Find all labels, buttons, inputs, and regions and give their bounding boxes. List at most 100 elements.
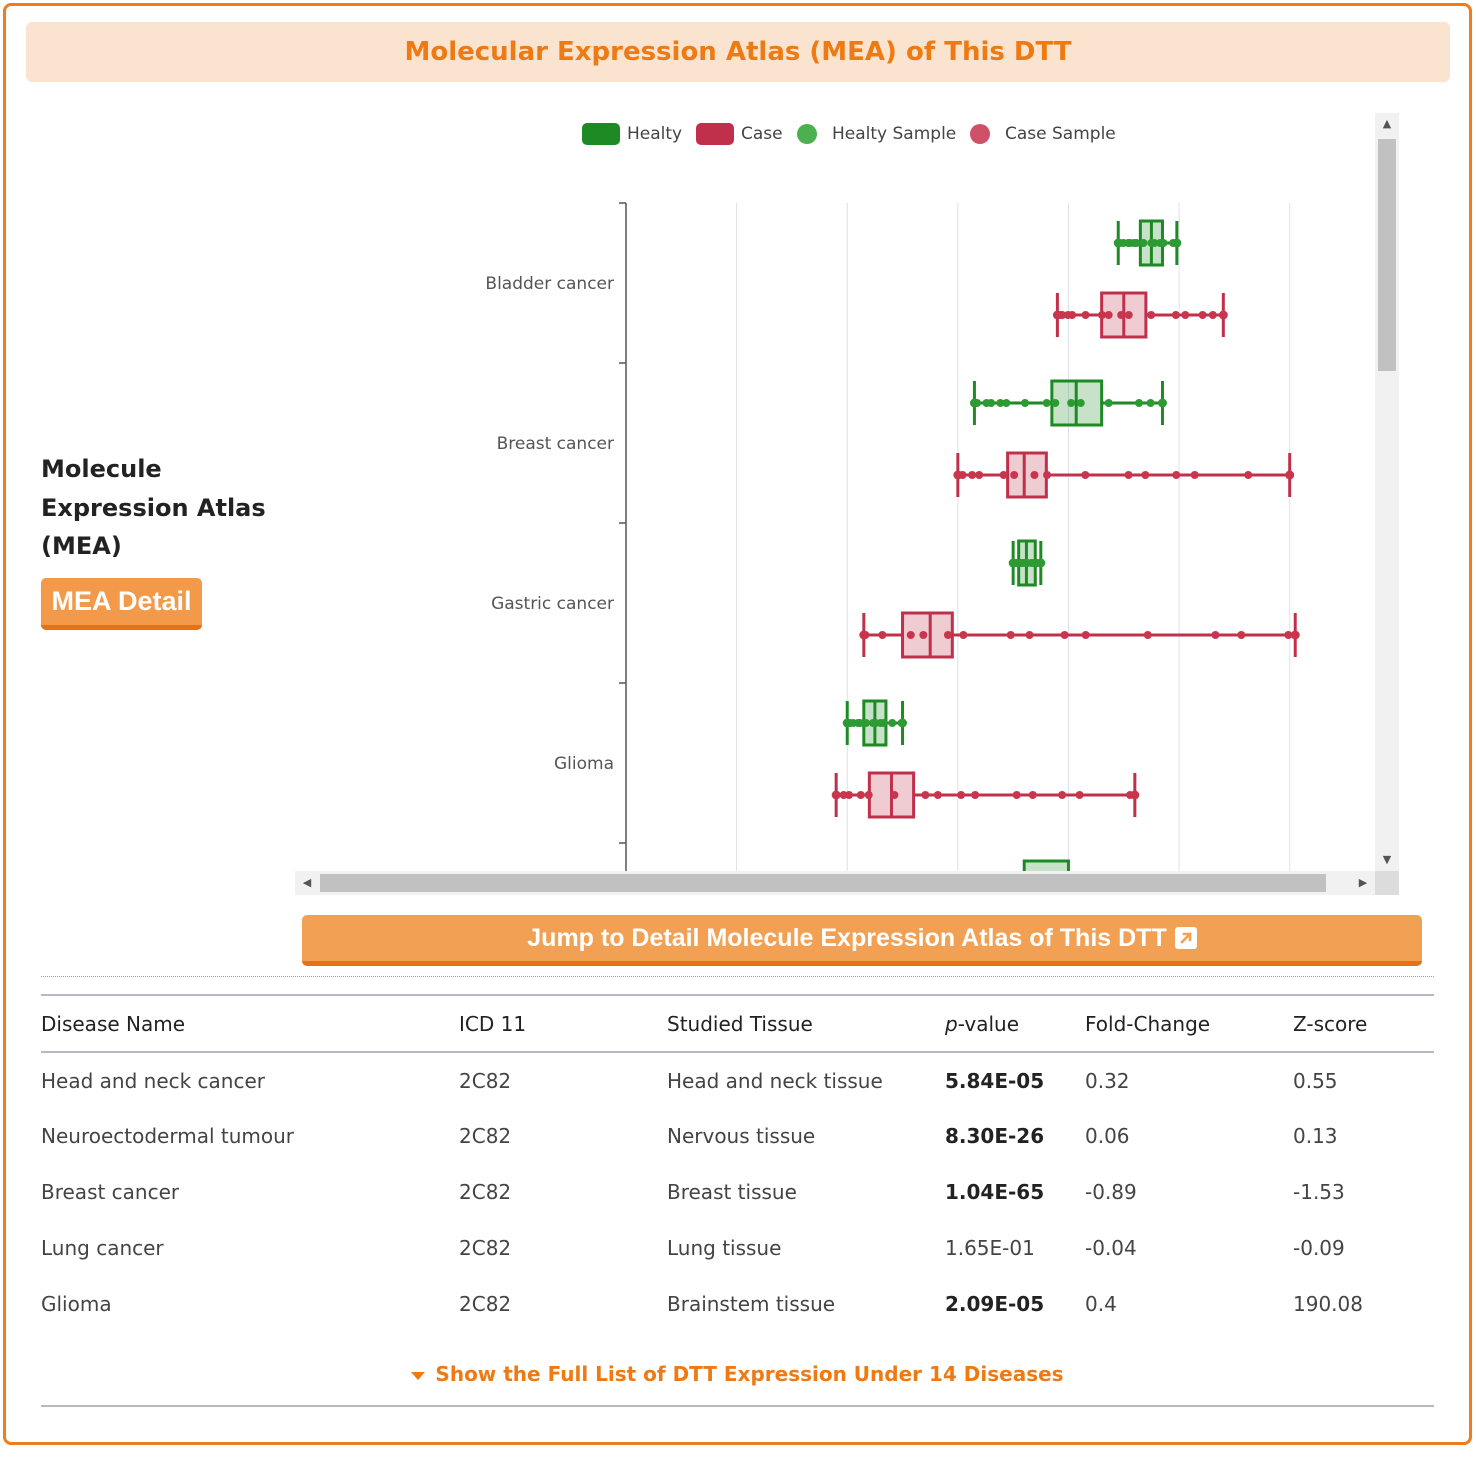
sample-point [1130, 239, 1139, 247]
sample-point [1208, 311, 1217, 319]
sample-point [1134, 399, 1143, 407]
legend-healthy-sample-marker[interactable] [797, 124, 817, 144]
header-fold-change: Fold-Change [1085, 1011, 1211, 1036]
sample-point [1006, 631, 1015, 639]
legend-case-sample-label[interactable]: Case Sample [1005, 124, 1116, 144]
cell-z-score: -0.09 [1293, 1236, 1345, 1260]
sample-point-min [1113, 238, 1123, 248]
sample-point [1025, 631, 1034, 639]
scroll-down-icon[interactable]: ▼ [1382, 853, 1392, 866]
box-iqr [1006, 451, 1048, 499]
sample-point [1012, 791, 1021, 799]
legend-healthy-sample-label[interactable]: Healty Sample [832, 124, 956, 144]
sample-point [1081, 631, 1090, 639]
y-tick-label: Bladder cancer [485, 274, 614, 294]
cell-z-score: 0.13 [1293, 1124, 1338, 1148]
sample-point [1117, 311, 1126, 319]
sample-point-min [859, 630, 869, 640]
sample-point [1081, 471, 1090, 479]
sample-point [906, 631, 915, 639]
sample-point-max [1036, 558, 1046, 568]
sample-point [1156, 239, 1165, 247]
legend-healthy-label[interactable]: Healty [627, 124, 682, 144]
sample-point [975, 471, 984, 479]
cell-tissue: Head and neck tissue [667, 1068, 883, 1093]
vertical-scrollbar[interactable]: ▲ ▼ [1375, 113, 1399, 871]
sample-point-max [1130, 790, 1140, 800]
cell-fold-change: 0.32 [1085, 1068, 1130, 1093]
legend-case-label[interactable]: Case [741, 124, 783, 144]
sample-point [1060, 631, 1069, 639]
y-tick-label: Gastric cancer [491, 594, 614, 614]
table-row: Neuroectodermal tumour 2C82 Nervous tiss… [41, 1108, 1434, 1164]
scroll-right-icon[interactable]: ▶ [1358, 876, 1368, 889]
sample-point [1141, 471, 1150, 479]
legend-case-swatch[interactable] [696, 123, 734, 145]
sample-point [959, 631, 968, 639]
sample-point [1181, 311, 1190, 319]
scroll-left-icon[interactable]: ◀ [302, 876, 312, 889]
chart-viewport[interactable]: Healty Case Healty Sample Case Sample Bl… [295, 113, 1375, 871]
header-icd11: ICD 11 [459, 1011, 527, 1036]
cell-p-value: 2.09E-05 [945, 1292, 1045, 1316]
sample-point [1042, 399, 1051, 407]
sample-point [1030, 471, 1039, 479]
sample-point [943, 631, 952, 639]
sample-point [1147, 239, 1156, 247]
jump-to-detail-button[interactable]: Jump to Detail Molecule Expression Atlas… [302, 915, 1422, 966]
cell-disease: Glioma [41, 1292, 112, 1316]
cell-z-score: 0.55 [1293, 1068, 1338, 1093]
sidebar-title: Molecule Expression Atlas (MEA) [41, 455, 266, 560]
bottom-divider [41, 1405, 1434, 1407]
sample-point [1104, 311, 1113, 319]
sample-point [957, 791, 966, 799]
sample-point [878, 631, 887, 639]
table-row: Head and neck cancer 2C82 Head and neck … [41, 1052, 1434, 1108]
sample-point [839, 791, 848, 799]
caret-down-icon [411, 1371, 426, 1380]
cell-icd: 2C82 [459, 1068, 512, 1093]
table-header-row: Disease Name ICD 11 Studied Tissue p-val… [41, 995, 1434, 1052]
vertical-scroll-thumb[interactable] [1378, 139, 1396, 371]
sample-point [1002, 399, 1011, 407]
cell-z-score: -1.53 [1293, 1180, 1345, 1204]
sample-point [876, 719, 885, 727]
show-full-list-link[interactable]: Show the Full List of DTT Expression Und… [41, 1362, 1434, 1386]
sample-point [933, 791, 942, 799]
legend-healthy-swatch[interactable] [582, 123, 620, 145]
sample-point [1058, 791, 1067, 799]
chart-legend: Healty Case Healty Sample Case Sample [582, 123, 1116, 145]
jump-button-label: Jump to Detail Molecule Expression Atlas… [527, 923, 1167, 952]
sample-point [1172, 471, 1181, 479]
cell-z-score: 190.08 [1293, 1292, 1363, 1316]
sample-point-max [1285, 470, 1295, 480]
sample-point-max [1290, 630, 1300, 640]
mea-detail-button[interactable]: MEA Detail [41, 578, 202, 630]
horizontal-scroll-thumb[interactable] [320, 874, 1326, 892]
sample-point [1139, 239, 1148, 247]
sample-point [1171, 311, 1180, 319]
legend-case-sample-marker[interactable] [970, 124, 990, 144]
plot-area: Bladder cancer Breast cancer Gastric cance… [485, 202, 1300, 871]
table-row: Lung cancer 2C82 Lung tissue 1.65E-01 -0… [41, 1220, 1434, 1276]
sample-point [1147, 311, 1156, 319]
horizontal-scrollbar[interactable]: ◀ ▶ [295, 871, 1375, 895]
sample-point [864, 791, 873, 799]
scroll-up-icon[interactable]: ▲ [1382, 117, 1392, 130]
header-p-value: p-value [945, 1011, 1020, 1036]
sample-point [1143, 631, 1152, 639]
sample-point-min [831, 790, 841, 800]
sample-point [1051, 399, 1060, 407]
cell-icd: 2C82 [459, 1236, 512, 1260]
cell-disease: Head and neck cancer [41, 1068, 266, 1093]
sample-point [1190, 471, 1199, 479]
sample-point [868, 719, 877, 727]
sample-point [1020, 399, 1029, 407]
sample-point [854, 719, 863, 727]
expression-table: Disease Name ICD 11 Studied Tissue p-val… [41, 994, 1434, 1332]
sample-point [921, 791, 930, 799]
sample-point [971, 791, 980, 799]
cell-tissue: Breast tissue [667, 1180, 797, 1204]
sample-point [1081, 311, 1090, 319]
sample-point [1075, 791, 1084, 799]
